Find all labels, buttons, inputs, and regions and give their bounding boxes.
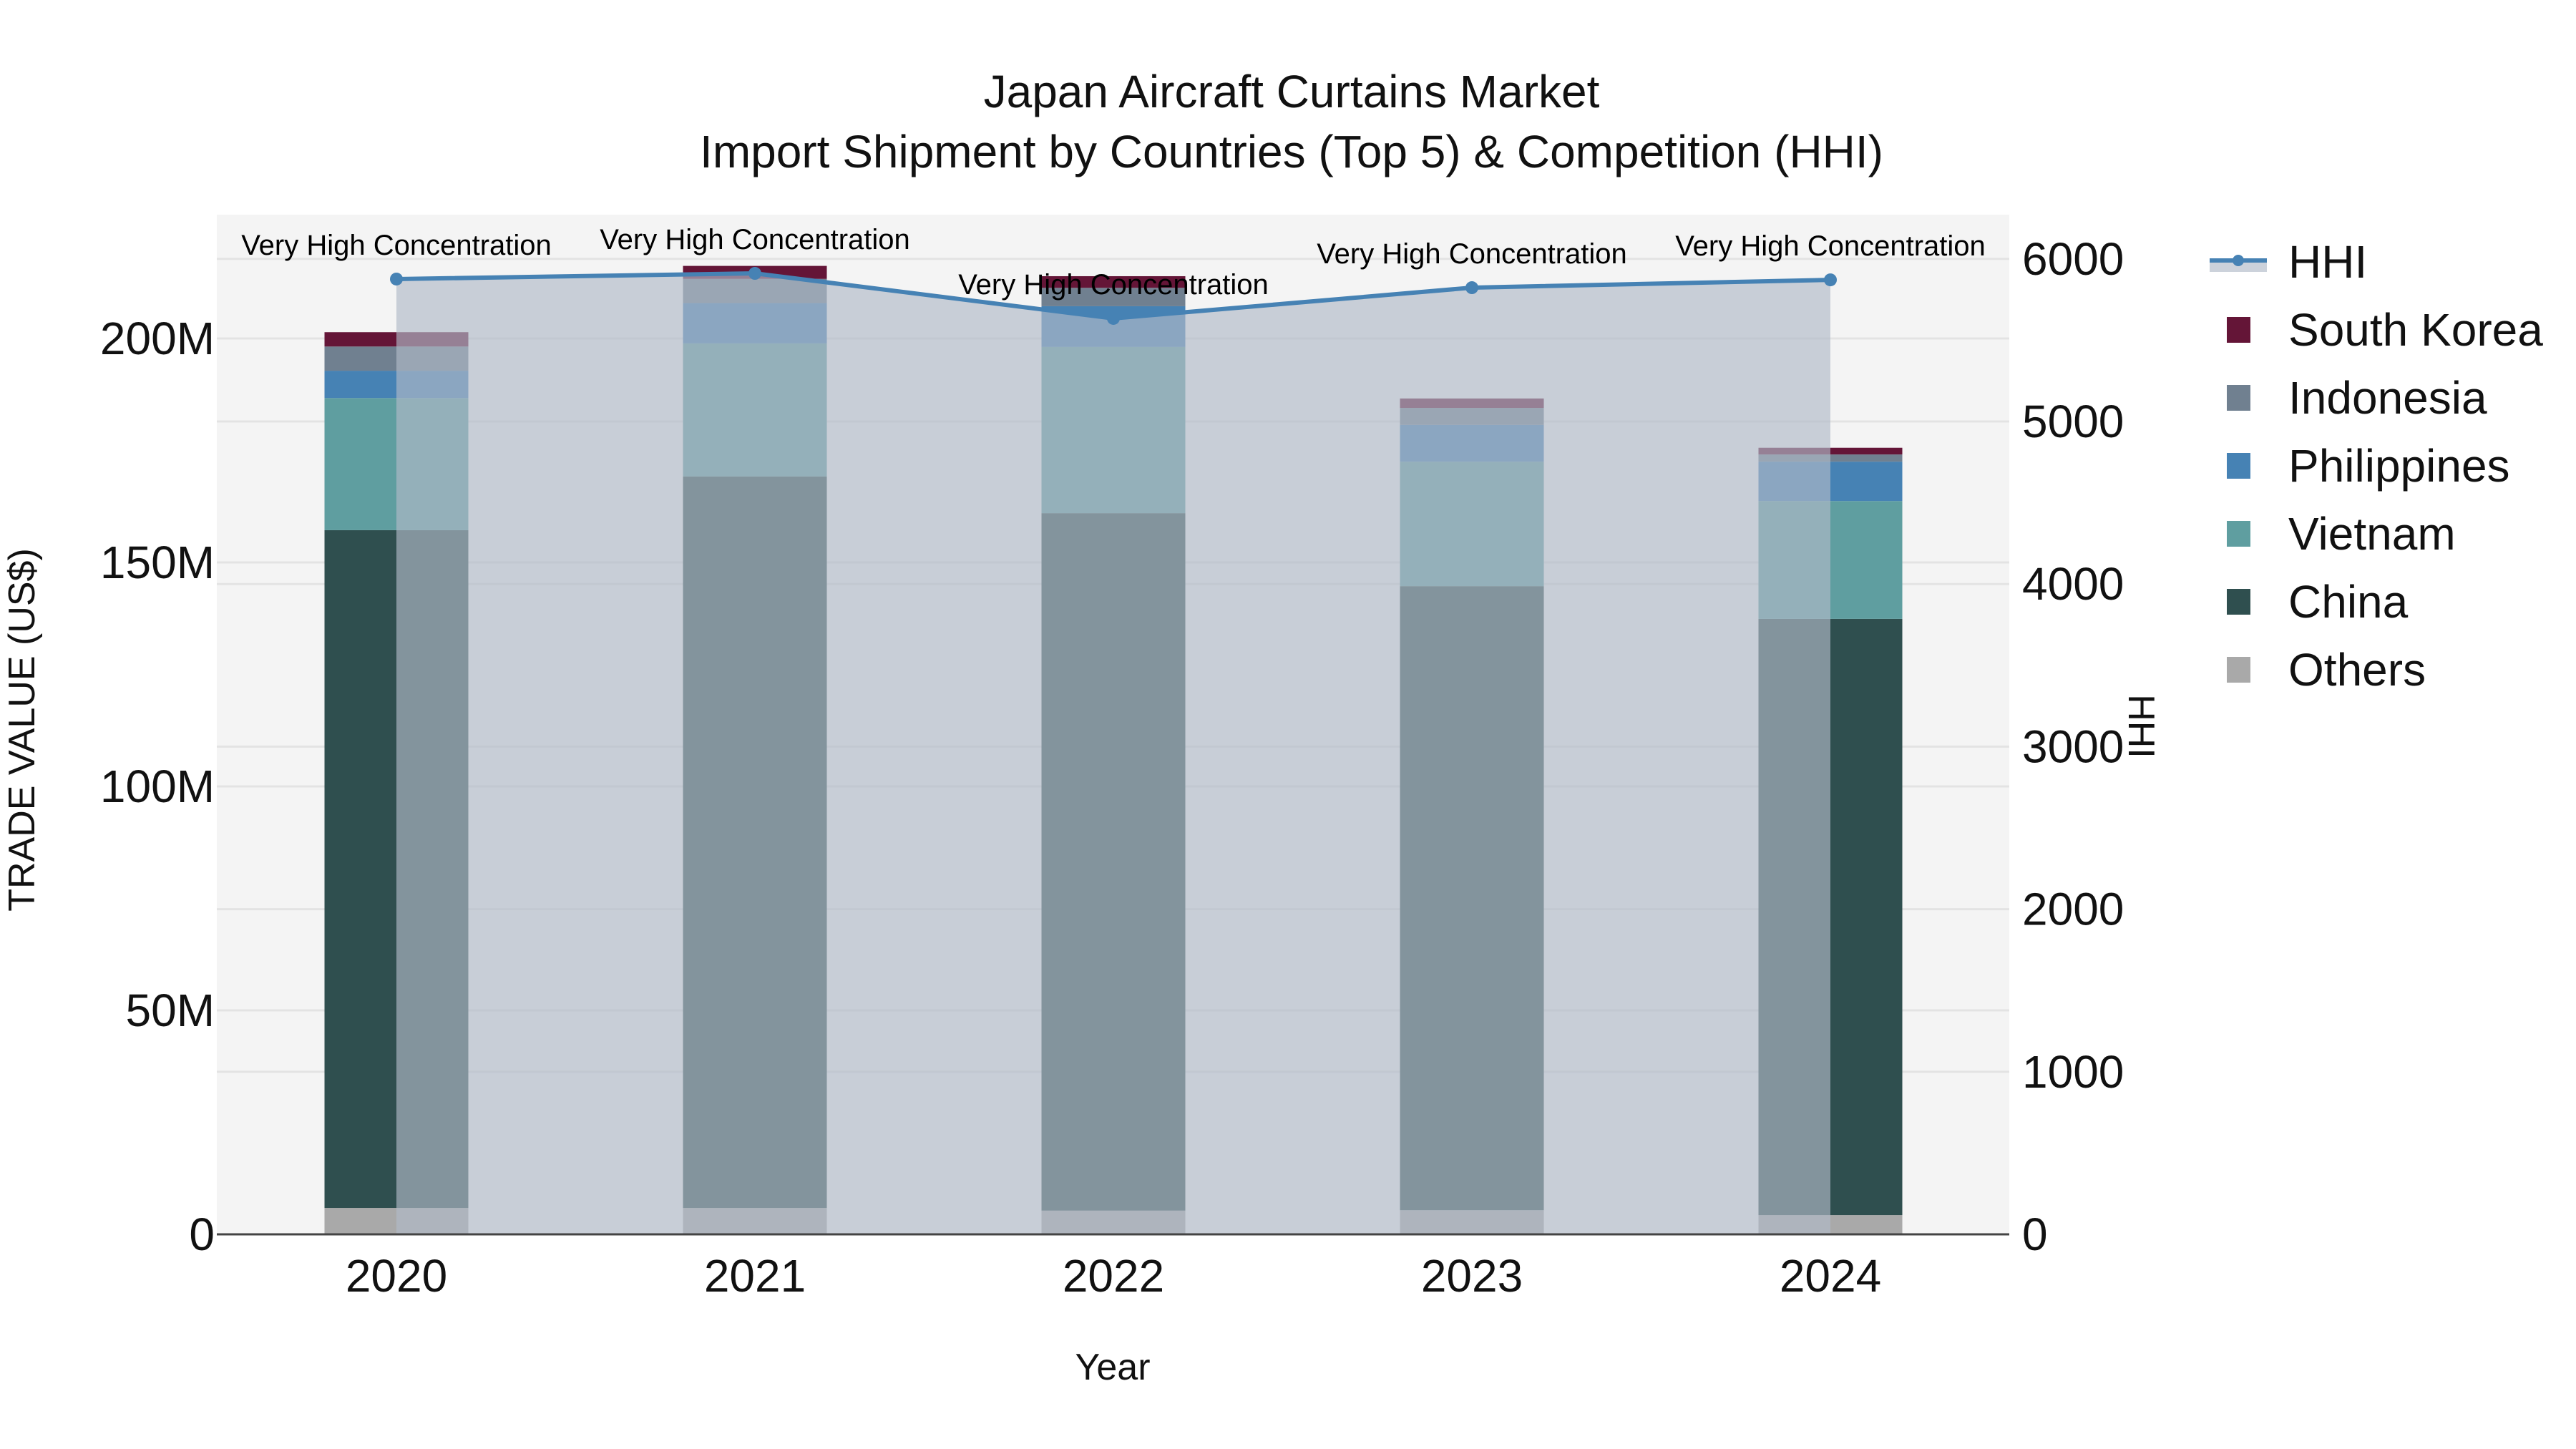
annotations: Very High Concentration Very High Concent… bbox=[241, 224, 1986, 301]
hhi-annotation: Very High Concentration bbox=[958, 269, 1269, 301]
hhi-annotation: Very High Concentration bbox=[1317, 238, 1627, 270]
y-left-ticks: 0 50M 100M 150M 200M bbox=[100, 313, 215, 1260]
chart-title-line1: Japan Aircraft Curtains Market bbox=[984, 66, 1600, 117]
hhi-annotation: Very High Concentration bbox=[600, 224, 910, 255]
legend-swatch-icon bbox=[2227, 657, 2250, 683]
legend-label: China bbox=[2288, 576, 2409, 628]
y-right-ticks: 0 1000 2000 3000 4000 5000 6000 bbox=[2022, 233, 2124, 1260]
legend-marker-icon bbox=[2233, 255, 2244, 266]
x-tick-label: 2022 bbox=[1063, 1250, 1164, 1302]
y-left-tick-label: 50M bbox=[126, 985, 215, 1036]
legend-swatch-icon bbox=[2227, 453, 2250, 479]
y-right-tick-label: 6000 bbox=[2022, 233, 2124, 285]
bar-segment-south-korea[interactable] bbox=[1041, 275, 1186, 288]
y-right-tick-label: 3000 bbox=[2022, 721, 2124, 772]
x-tick-label: 2021 bbox=[704, 1250, 806, 1302]
legend-label: Vietnam bbox=[2288, 508, 2456, 560]
hhi-annotation: Very High Concentration bbox=[241, 230, 552, 261]
legend-item-vietnam[interactable]: Vietnam bbox=[2227, 508, 2456, 560]
y-right-tick-label: 0 bbox=[2022, 1209, 2048, 1260]
x-tick-label: 2020 bbox=[346, 1250, 447, 1302]
hhi-annotation: Very High Concentration bbox=[1675, 230, 1986, 262]
y-right-tick-label: 2000 bbox=[2022, 884, 2124, 935]
y-left-tick-label: 100M bbox=[100, 761, 215, 812]
x-tick-label: 2023 bbox=[1421, 1250, 1523, 1302]
hhi-point[interactable] bbox=[1465, 281, 1478, 295]
legend-swatch-icon bbox=[2227, 521, 2250, 547]
legend-swatch-icon bbox=[2227, 589, 2250, 615]
legend-fill-swatch bbox=[2210, 262, 2267, 272]
legend-swatch-icon bbox=[2227, 317, 2250, 343]
hhi-point[interactable] bbox=[748, 267, 761, 280]
legend-item-indonesia[interactable]: Indonesia bbox=[2227, 372, 2487, 424]
legend-label: Indonesia bbox=[2288, 372, 2487, 424]
legend-label: South Korea bbox=[2288, 304, 2543, 356]
legend-swatch-icon bbox=[2227, 385, 2250, 411]
y-right-tick-label: 5000 bbox=[2022, 396, 2124, 447]
legend-label: Philippines bbox=[2288, 440, 2510, 492]
y-right-tick-label: 4000 bbox=[2022, 558, 2124, 610]
legend-item-others[interactable]: Others bbox=[2227, 644, 2426, 696]
y-left-tick-label: 0 bbox=[189, 1209, 215, 1260]
hhi-fill bbox=[396, 273, 1830, 1235]
legend-item-china[interactable]: China bbox=[2227, 576, 2409, 628]
hhi-point[interactable] bbox=[1107, 311, 1120, 325]
x-ticks: 2020 2021 2022 2023 2024 bbox=[346, 1250, 1881, 1302]
y-left-tick-label: 200M bbox=[100, 313, 215, 364]
legend-item-philippines[interactable]: Philippines bbox=[2227, 440, 2510, 492]
legend-label: HHI bbox=[2288, 236, 2367, 288]
hhi-point[interactable] bbox=[1824, 273, 1837, 287]
hhi-area bbox=[396, 273, 1830, 1235]
x-tick-label: 2024 bbox=[1780, 1250, 1881, 1302]
legend-item-south-korea[interactable]: South Korea bbox=[2227, 304, 2543, 356]
legend: HHI South Korea Indonesia Philippines Vietna… bbox=[2210, 236, 2543, 696]
y-left-tick-label: 150M bbox=[100, 537, 215, 588]
x-axis-title: Year bbox=[1075, 1347, 1150, 1388]
y-right-tick-label: 1000 bbox=[2022, 1046, 2124, 1098]
y-left-axis-title: TRADE VALUE (US$) bbox=[1, 548, 43, 912]
legend-item-hhi[interactable]: HHI bbox=[2210, 236, 2367, 288]
legend-label: Others bbox=[2288, 644, 2426, 696]
hhi-line bbox=[390, 267, 1837, 325]
bar-segment-indonesia[interactable] bbox=[1041, 288, 1186, 306]
hhi-point[interactable] bbox=[390, 272, 403, 286]
y-right-axis-title: HHI bbox=[2120, 694, 2162, 758]
chart-title-line2: Import Shipment by Countries (Top 5) & C… bbox=[700, 126, 1883, 177]
